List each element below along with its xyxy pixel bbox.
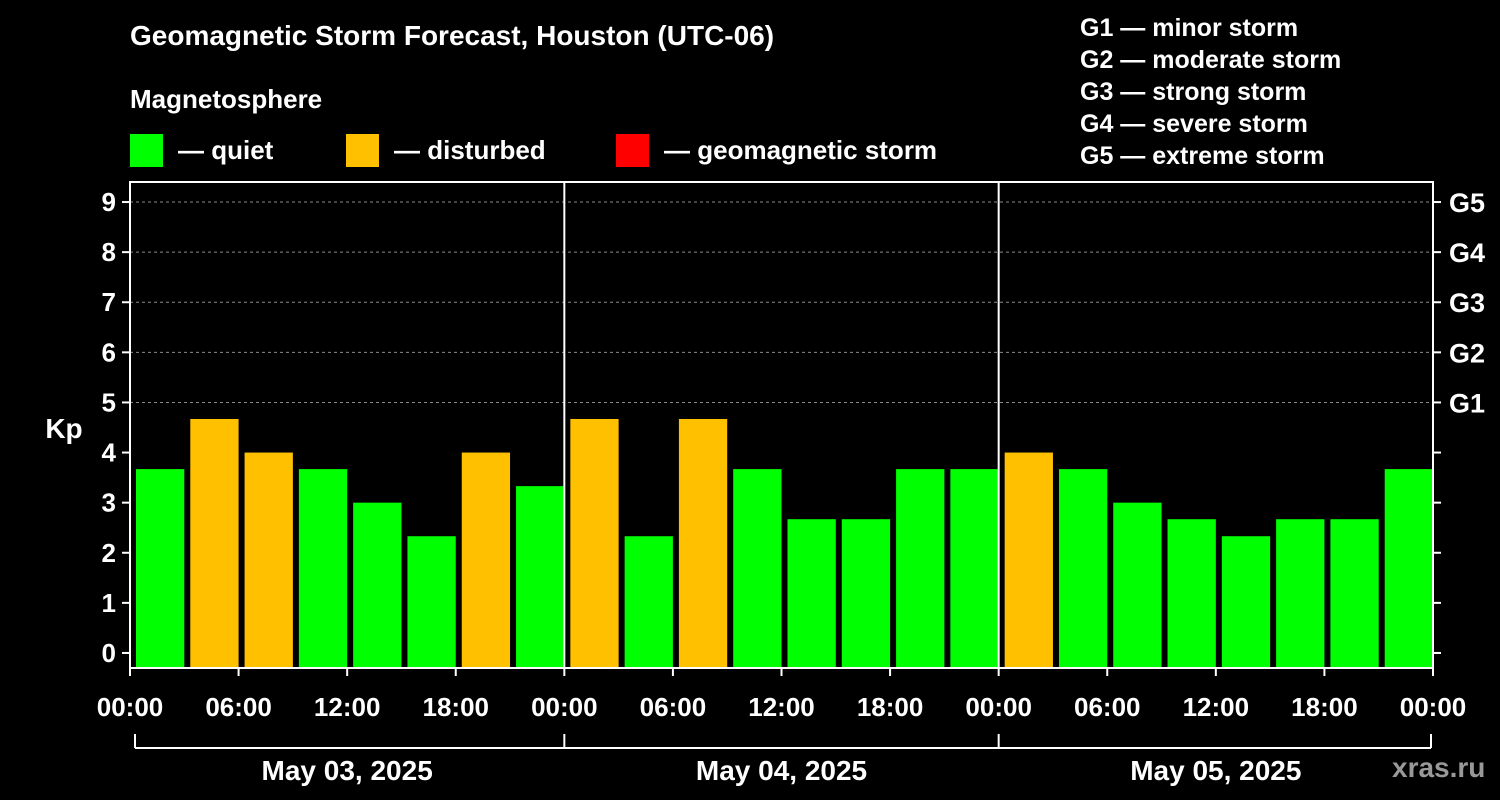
g2-legend: G2 — moderate storm [1080,46,1342,74]
legend-storm-label: — geomagnetic storm [664,134,938,165]
legend-quiet-label: — quiet [178,134,274,165]
day-label: May 03, 2025 [262,755,433,786]
magnetosphere-label: Magnetosphere [130,84,323,114]
kp-bar [787,519,836,668]
legend-storm-swatch [616,133,649,167]
x-tick-label: 18:00 [423,692,490,722]
x-tick-label: 06:00 [1074,692,1141,722]
y-tick-label: 1 [102,588,116,618]
kp-bar [1276,519,1325,668]
kp-bar [1004,452,1053,668]
x-tick-label: 12:00 [748,692,815,722]
kp-bar [624,536,673,668]
y-tick-label: 6 [102,337,116,367]
kp-bar [190,418,239,668]
kp-bar [1384,469,1433,668]
x-tick-label: 18:00 [1291,692,1358,722]
g4-legend: G4 — severe storm [1080,110,1308,138]
g3-legend: G3 — strong storm [1080,78,1307,106]
kp-bar [733,469,782,668]
day-label: May 05, 2025 [1130,755,1301,786]
kp-bar [1330,519,1379,668]
kp-bar [1058,469,1108,668]
x-tick-label: 12:00 [314,692,381,722]
legend-disturbed: — disturbed [346,133,546,167]
g5-legend: G5 — extreme storm [1080,142,1325,170]
y-tick-label: 9 [102,187,116,217]
y-tick-label: 3 [102,488,116,518]
g-scale-label: G2 [1449,338,1485,368]
y-tick-label: 4 [102,438,117,468]
legend-disturbed-label: — disturbed [394,134,546,165]
kp-bar [461,452,511,668]
g-scale-label: G3 [1449,288,1485,318]
x-tick-label: 00:00 [531,692,598,722]
kp-bar [841,519,891,668]
y-tick-label: 5 [102,387,116,417]
y-tick-label: 2 [102,538,116,568]
kp-bar [570,418,619,668]
legend-quiet: — quiet [130,133,273,167]
kp-bar [353,502,402,668]
kp-bar [407,536,456,668]
x-tick-label: 06:00 [640,692,707,722]
kp-bar [298,469,348,668]
x-tick-label: 06:00 [205,692,272,722]
kp-bar [1221,536,1271,668]
x-tick-label: 12:00 [1183,692,1250,722]
kp-bar [950,469,999,668]
kp-bar [678,418,728,668]
g-scale-label: G5 [1449,188,1485,218]
y-tick-label: 0 [102,638,116,668]
day-label: May 04, 2025 [696,755,867,786]
y-tick-label: 7 [102,287,116,317]
legend-disturbed-swatch [346,133,379,167]
x-tick-label: 00:00 [1400,692,1467,722]
kp-bar [1113,502,1162,668]
legend-quiet-swatch [130,133,163,167]
kp-bar [516,486,565,668]
kp-bar [896,469,945,668]
y-tick-label: 8 [102,237,116,267]
y-axis-title: Kp [45,413,82,444]
kp-bar [1167,519,1216,668]
chart-title: Geomagnetic Storm Forecast, Houston (UTC… [130,20,775,51]
x-tick-label: 00:00 [97,692,164,722]
legend-storm: — geomagnetic storm [616,133,937,167]
g1-legend: G1 — minor storm [1080,14,1299,42]
x-tick-label: 18:00 [857,692,924,722]
kp-bar [136,469,185,668]
watermark: xras.ru [1392,752,1486,783]
g-scale-label: G1 [1449,388,1485,418]
x-tick-label: 00:00 [965,692,1032,722]
g-scale-label: G4 [1449,238,1485,268]
kp-bar [244,452,293,668]
g-scale-legend: G1 — minor storm G2 — moderate storm G3 … [1080,12,1341,172]
